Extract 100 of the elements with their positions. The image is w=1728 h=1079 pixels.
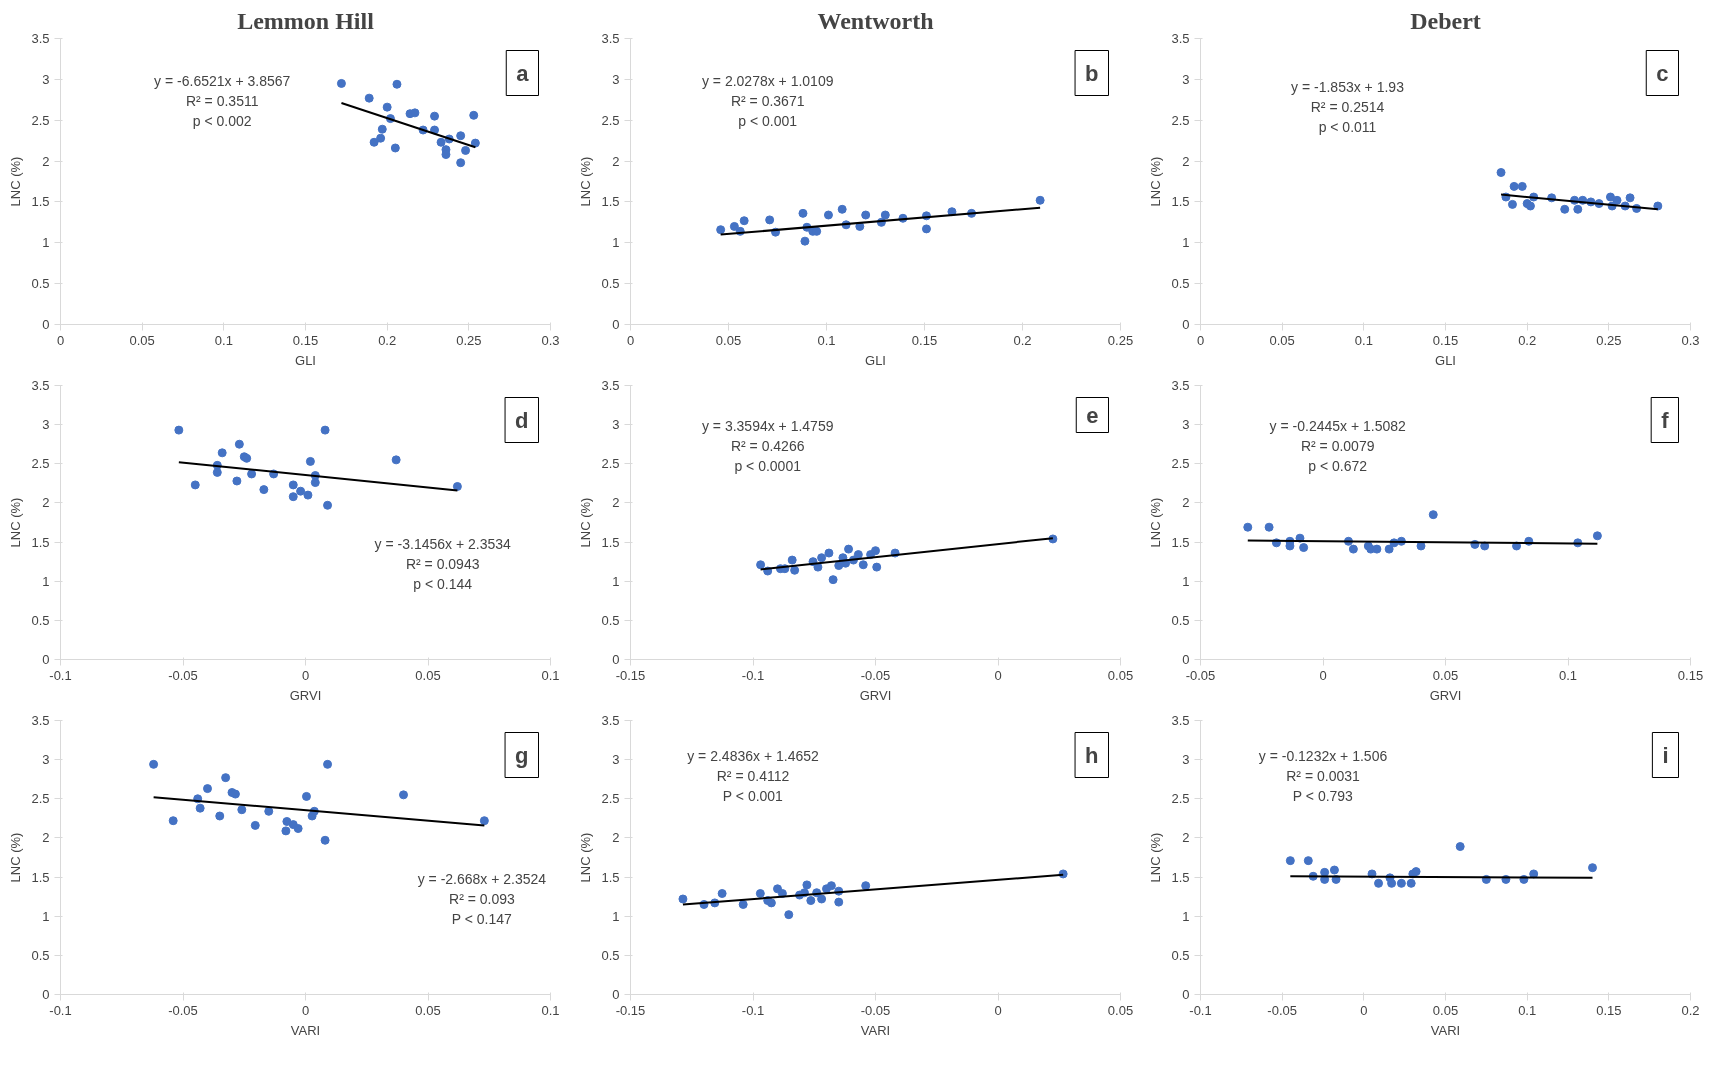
annotation: d (515, 407, 529, 433)
annotation: P < 0.147 (451, 911, 513, 928)
x-tick-label: 0.05 (129, 332, 155, 348)
y-tick-label: 3 (612, 71, 620, 87)
annotation: R² = 0.3511 (185, 92, 259, 109)
annotation: R² = 0.3671 (730, 92, 805, 109)
y-tick-label: 1 (42, 235, 50, 251)
y-tick-label: 2.5 (601, 456, 620, 472)
x-tick-label: 0.25 (456, 332, 482, 348)
annotation: y = 2.4836x + 1.4652 (687, 747, 819, 764)
y-tick-label: 0 (1182, 652, 1190, 667)
y-tick-label: 1.5 (601, 194, 620, 210)
y-tick-label: 0 (42, 317, 50, 332)
x-tick-label: -0.05 (168, 667, 198, 683)
y-tick-label: 1.5 (31, 869, 50, 885)
y-tick-label: 3.5 (31, 378, 50, 393)
y-axis-title: LNC (%) (8, 832, 24, 883)
annotation: R² = 0.0943 (405, 556, 480, 573)
x-tick-label: 0 (1196, 332, 1205, 348)
annotation: p < 0.002 (192, 112, 252, 129)
annotation: h (1085, 742, 1099, 768)
x-tick-label: 0.15 (911, 332, 938, 348)
annotation: p < 0.144 (413, 576, 473, 593)
x-tick-label: 0.2 (1013, 332, 1032, 348)
x-tick-label: 0 (56, 332, 65, 348)
y-tick-label: 3.5 (1171, 378, 1190, 393)
x-axis-title: GLI (1435, 352, 1456, 368)
y-tick-label: 0.5 (601, 612, 620, 628)
y-axis-title: LNC (%) (8, 156, 24, 207)
x-tick-label: 0.1 (541, 1002, 560, 1018)
y-tick-label: 0 (42, 987, 50, 1002)
y-tick-label: 3 (612, 417, 620, 433)
y-tick-label: 0 (1182, 317, 1190, 332)
y-tick-label: 3 (42, 752, 50, 768)
annotation: f (1661, 407, 1670, 433)
x-tick-label: 0 (301, 1002, 310, 1018)
x-tick-label: 0.05 (1269, 332, 1295, 348)
y-tick-label: 2.5 (31, 112, 50, 128)
x-tick-label: -0.1 (741, 1002, 765, 1018)
x-tick-label: -0.05 (1267, 1002, 1297, 1018)
x-tick-label: 0 (994, 667, 1002, 683)
y-tick-label: 0.5 (1171, 947, 1190, 963)
y-tick-label: 3.5 (601, 31, 620, 46)
y-tick-label: 1 (1182, 908, 1190, 924)
x-tick-label: 0.1 (817, 332, 836, 348)
y-tick-label: 2.5 (1171, 456, 1190, 472)
annotation: e (1086, 402, 1099, 428)
y-axis-title: LNC (%) (1148, 156, 1164, 207)
y-tick-label: 3.5 (601, 713, 620, 728)
y-tick-label: 1 (42, 573, 50, 589)
x-tick-label: 0.1 (214, 332, 233, 348)
y-tick-label: 1.5 (31, 534, 50, 550)
annotation: y = -2.668x + 2.3524 (417, 871, 547, 888)
y-tick-label: 2.5 (1171, 112, 1190, 128)
annotation: R² = 0.0079 (1300, 438, 1375, 455)
y-tick-label: 1 (42, 908, 50, 924)
x-tick-label: 0.15 (1596, 1002, 1622, 1018)
x-tick-label: 0 (1319, 667, 1327, 683)
y-tick-label: 2.5 (1171, 791, 1190, 807)
y-tick-label: 3 (1182, 752, 1190, 768)
x-tick-label: 0.1 (1518, 1002, 1537, 1018)
x-tick-label: -0.05 (1185, 667, 1216, 683)
y-tick-label: 3 (1182, 417, 1190, 433)
y-tick-label: 1.5 (1171, 534, 1190, 550)
x-axis-title: GRVI (1429, 687, 1462, 703)
y-tick-label: 2 (42, 495, 50, 511)
y-axis-title: LNC (%) (1148, 497, 1164, 548)
x-tick-label: 0.05 (1107, 667, 1134, 683)
annotation: R² = 0.4112 (716, 767, 790, 784)
annotation: c (1656, 60, 1669, 86)
x-tick-label: 0.1 (541, 667, 560, 683)
y-tick-label: 3.5 (31, 713, 50, 728)
y-tick-label: 0.5 (1171, 612, 1190, 628)
y-axis-title: LNC (%) (578, 832, 594, 883)
annotation: p < 0.672 (1308, 458, 1368, 475)
x-tick-label: 0.15 (1432, 332, 1459, 348)
y-tick-label: 0.5 (1171, 276, 1190, 292)
y-tick-label: 1 (1182, 235, 1190, 251)
y-tick-label: 1 (612, 573, 620, 589)
y-tick-label: 1 (612, 235, 620, 251)
annotation: p < 0.011 (1318, 118, 1377, 135)
y-tick-label: 0.5 (31, 612, 50, 628)
y-tick-label: 0 (612, 317, 620, 332)
x-tick-label: 0.2 (1518, 332, 1537, 348)
x-tick-label: -0.15 (615, 1002, 646, 1018)
x-tick-label: 0.05 (1432, 667, 1459, 683)
y-tick-label: 0.5 (601, 947, 620, 963)
x-tick-label: 0.05 (1432, 1002, 1459, 1018)
y-axis-title: LNC (%) (1148, 832, 1164, 883)
chart-title: Lemmon Hill (237, 7, 375, 34)
y-tick-label: 2 (1182, 153, 1190, 169)
y-tick-label: 0.5 (31, 947, 50, 963)
x-tick-label: -0.1 (1189, 1002, 1212, 1018)
y-tick-label: 2 (612, 830, 620, 846)
y-tick-label: 2.5 (601, 791, 620, 807)
x-tick-label: 0.25 (1107, 332, 1134, 348)
y-tick-label: 0 (42, 652, 50, 667)
x-tick-label: 0.05 (1107, 1002, 1134, 1018)
annotation: p < 0.0001 (734, 458, 802, 475)
x-tick-label: 0.1 (1558, 667, 1578, 683)
